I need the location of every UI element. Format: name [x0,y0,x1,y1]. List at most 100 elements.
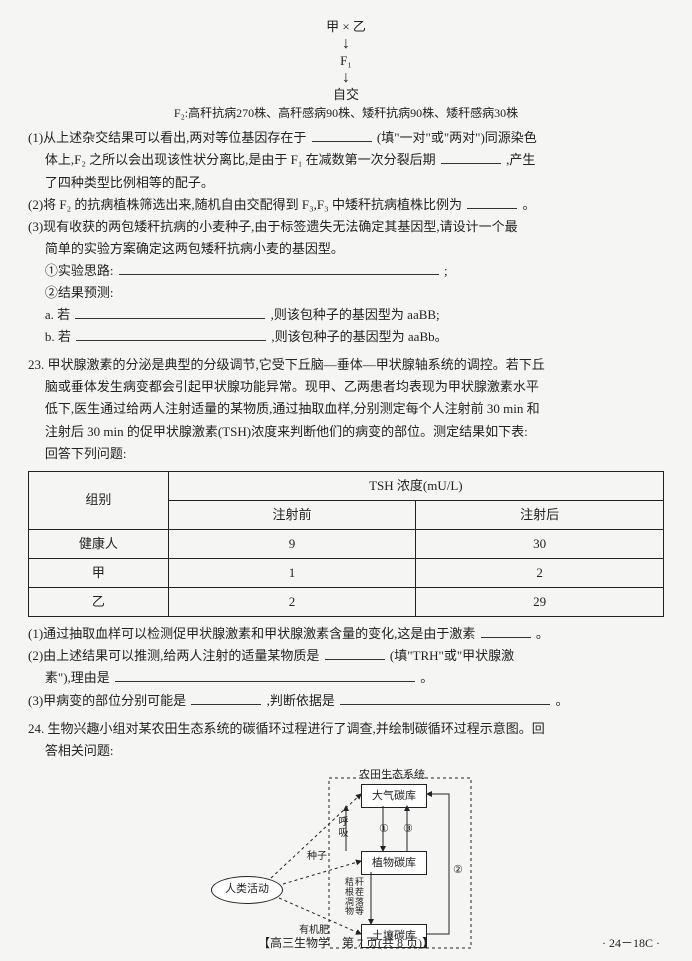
text: 。 [536,626,549,641]
text: ,则该包种子的基因型为 aaBB; [271,307,440,322]
text: 回答下列问题: [28,443,664,465]
q23-number: 23. [28,354,44,376]
text: b. 若 [45,329,71,344]
blank-field[interactable] [115,669,415,682]
cross-f1: F₁ [28,52,664,70]
th-before: 注射前 [168,500,416,529]
page-footer: 【高三生物学 第 7 页(共 8 页)】 · 24－18C · [0,933,692,953]
blank-field[interactable] [191,692,261,705]
cell: 乙 [29,588,169,617]
blank-field[interactable] [312,129,372,142]
q22-s1: ①实验思路: ; [28,260,664,282]
cell: 30 [416,529,664,558]
q24-intro: 24. 生物兴趣小组对某农田生态系统的碳循环过程进行了调查,并绘制碳循环过程示意… [28,718,664,740]
blank-field[interactable] [76,328,266,341]
footer-code: · 24－18C · [602,933,660,953]
question-24: 24. 生物兴趣小组对某农田生态系统的碳循环过程进行了调查,并绘制碳循环过程示意… [28,718,664,956]
blank-field[interactable] [481,625,531,638]
text: 素"),理由是 [45,670,110,685]
q23-2b: 素"),理由是 。 [28,667,664,689]
box-plant: 植物碳库 [361,851,427,876]
q22-1b: 体上,F₂ 之所以会出现该性状分离比,是由于 F₁ 在减数第一次分裂后期 ,产生 [28,149,664,171]
table-row: 组别 TSH 浓度(mU/L) [29,471,664,500]
text: a. 若 [45,307,70,322]
th-conc: TSH 浓度(mU/L) [168,471,663,500]
blank-field[interactable] [441,151,501,164]
q23-1: (1)通过抽取血样可以检测促甲状腺激素和甲状腺激素含量的变化,这是由于激素 。 [28,623,664,645]
table-row: 健康人 9 30 [29,529,664,558]
blank-field[interactable] [340,692,550,705]
cross-f2: F₂:高秆抗病270株、高秆感病90株、矮秆抗病90株、矮秆感病30株 [28,105,664,122]
footer-center: 【高三生物学 第 7 页(共 8 页)】 [258,936,434,950]
text: (2)由上述结果可以推测,给两人注射的适量某物质是 [28,648,319,663]
box-atmosphere: 大气碳库 [361,784,427,809]
tsh-table: 组别 TSH 浓度(mU/L) 注射前 注射后 健康人 9 30 甲 1 2 乙… [28,471,664,617]
q23-intro: 23. 甲状腺激素的分泌是典型的分级调节,它受下丘脑—垂体—甲状腺轴系统的调控。… [28,354,664,376]
text: 了四种类型比例相等的配子。 [45,175,214,190]
text: ,产生 [506,152,535,167]
cell: 1 [168,559,416,588]
q23-3: (3)甲病变的部位分别可能是 ,判断依据是 。 [28,690,664,712]
q22-sa: a. 若 ,则该包种子的基因型为 aaBB; [28,304,664,326]
blank-field[interactable] [325,647,385,660]
text: 。 [420,670,433,685]
text: 注射后 30 min 的促甲状腺激素(TSH)浓度来判断他们的病变的部位。测定结… [28,421,664,443]
text: (1)通过抽取血样可以检测促甲状腺激素和甲状腺激素含量的变化,这是由于激素 [28,626,475,641]
q22-sb: b. 若 ,则该包种子的基因型为 aaBb。 [28,326,664,348]
text: 生物兴趣小组对某农田生态系统的碳循环过程进行了调查,并绘制碳循环过程示意图。回 [48,721,545,736]
table-row: 乙 2 29 [29,588,664,617]
text: 。 [555,693,568,708]
blank-field[interactable] [467,196,517,209]
question-23: 23. 甲状腺激素的分泌是典型的分级调节,它受下丘脑—垂体—甲状腺轴系统的调控。… [28,354,664,711]
cell: 9 [168,529,416,558]
diagram-title: 农田生态系统 [359,766,425,785]
text: 脑或垂体发生病变都会引起甲状腺功能异常。现甲、乙两患者均表现为甲状腺激素水平 [28,376,664,398]
text: ①实验思路: [45,263,114,278]
label-seed: 种子 [307,848,327,865]
cross-selfing: 自交 [28,86,664,104]
text: 低下,医生通过给两人注射适量的某物质,通过抽取血样,分别测定每个人注射前 30 … [28,398,664,420]
q22-2: (2)将 F₂ 的抗病植株筛选出来,随机自由交配得到 F₃,F₃ 中矮秆抗病植株… [28,194,664,216]
text: (填"TRH"或"甲状腺激 [390,648,514,663]
label-c3: ③ [403,820,413,839]
ellipse-human: 人类活动 [211,876,283,904]
text: 简单的实验方案确定这两包矮秆抗病小麦的基因型。 [45,241,344,256]
cell: 2 [168,588,416,617]
text: 。 [522,197,535,212]
blank-field[interactable] [119,262,439,275]
text: 甲状腺激素的分泌是典型的分级调节,它受下丘脑—垂体—甲状腺轴系统的调控。若下丘 [48,357,545,372]
cell: 2 [416,559,664,588]
q22-1: (1)从上述杂交结果可以看出,两对等位基因存在于 (填"一对"或"两对")同源染… [28,127,664,149]
q22-s2: ②结果预测: [28,282,664,304]
q22-1c: 了四种类型比例相等的配子。 [28,172,664,194]
text: 体上,F₂ 之所以会出现该性状分离比,是由于 F₁ 在减数第一次分裂后期 [45,152,436,167]
text: (填"一对"或"两对")同源染色 [377,130,537,145]
text: ,则该包种子的基因型为 aaBb。 [271,329,447,344]
text: (2)将 F₂ 的抗病植株筛选出来,随机自由交配得到 F₃,F₃ 中矮秆抗病植株… [28,197,462,212]
question-22-subs: (1)从上述杂交结果可以看出,两对等位基因存在于 (填"一对"或"两对")同源染… [28,127,664,348]
text: ,判断依据是 [267,693,335,708]
label-c2: ② [453,861,463,880]
label-residue: 秸秆 根茬 凋落 物等 [345,878,369,918]
text: (1)从上述杂交结果可以看出,两对等位基因存在于 [28,130,306,145]
label-respiration: 呼吸 [333,816,350,838]
text: ; [444,263,448,278]
text: ②结果预测: [45,285,114,300]
arrow-down-icon: ↓ [28,70,664,86]
table-row: 甲 1 2 [29,559,664,588]
q22-3b: 简单的实验方案确定这两包矮秆抗病小麦的基因型。 [28,238,664,260]
text: (3)现有收获的两包矮秆抗病的小麦种子,由于标签遗失无法确定其基因型,请设计一个… [28,219,518,234]
cross-parents: 甲 × 乙 [28,18,664,36]
cell: 29 [416,588,664,617]
label-c1: ① [379,820,389,839]
text: (3)甲病变的部位分别可能是 [28,693,186,708]
blank-field[interactable] [75,306,265,319]
q22-3a: (3)现有收获的两包矮秆抗病的小麦种子,由于标签遗失无法确定其基因型,请设计一个… [28,216,664,238]
th-after: 注射后 [416,500,664,529]
q23-2: (2)由上述结果可以推测,给两人注射的适量某物质是 (填"TRH"或"甲状腺激 [28,645,664,667]
th-group: 组别 [29,471,169,529]
arrow-down-icon: ↓ [28,36,664,52]
carbon-cycle-diagram: 农田生态系统 大气碳库 植物碳库 土壤碳库 人类活动 呼吸 秸秆 根茬 凋落 物… [201,766,491,956]
cell: 健康人 [29,529,169,558]
cell: 甲 [29,559,169,588]
